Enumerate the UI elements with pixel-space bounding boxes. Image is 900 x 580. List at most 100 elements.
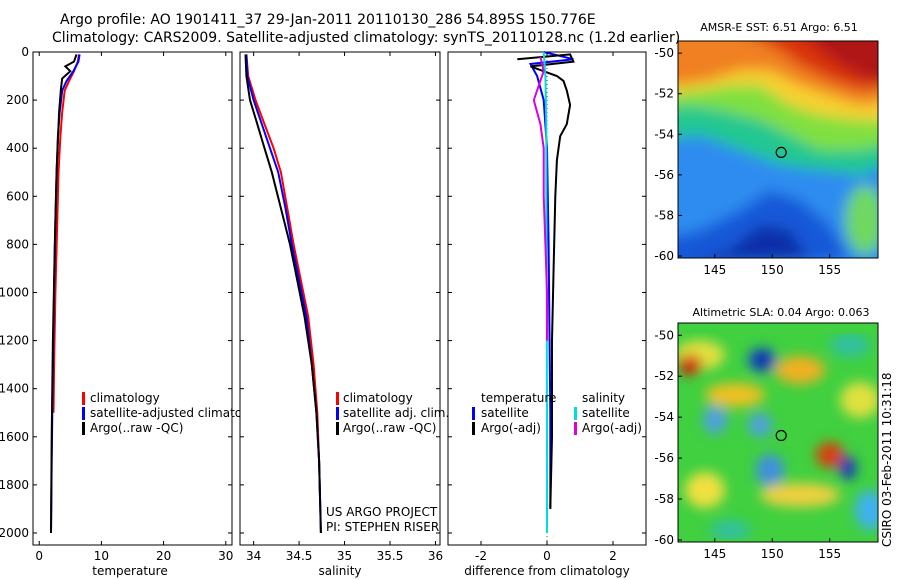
lat-tick-label: -56 bbox=[654, 168, 674, 182]
csiro-timestamp: CSIRO 03-Feb-2011 10:31:18 bbox=[880, 372, 894, 547]
argo-position-marker bbox=[775, 146, 787, 158]
y-tick-label: 600 bbox=[6, 189, 29, 203]
difference-lines bbox=[517, 51, 575, 533]
legend-label-sal-argo: Argo(-adj) bbox=[582, 421, 642, 435]
lon-tick-label: 155 bbox=[818, 547, 841, 561]
sla-ticks: 145 150 155 -50 -52 -54 -56 -58 -60 bbox=[654, 328, 841, 561]
argo-position-marker bbox=[775, 429, 787, 442]
series-line-0-2 bbox=[50, 54, 78, 534]
legend-header-salinity: salinity bbox=[582, 391, 625, 405]
salinity-xlabel: salinity bbox=[318, 564, 361, 578]
legend-label-argo: Argo(..raw -QC) bbox=[90, 421, 183, 435]
legend-swatch-sal-argo bbox=[574, 422, 577, 435]
y-tick-label: 1200 bbox=[0, 334, 29, 348]
lon-tick-label: 145 bbox=[703, 547, 726, 561]
lat-tick-label: -54 bbox=[654, 127, 674, 141]
legend-swatch-temp-argo bbox=[472, 422, 475, 435]
salinity-legend: climatology satellite adj. clim. Argo(..… bbox=[336, 391, 449, 435]
legend-label-sal-satellite: satellite bbox=[582, 406, 630, 420]
x-tick-label: 34.5 bbox=[286, 549, 313, 563]
x-tick-label: 10 bbox=[94, 549, 109, 563]
salinity-panel: 34 34.5 35 35.5 36 salinity climatology sate… bbox=[239, 51, 449, 578]
lat-tick-label: -60 bbox=[654, 533, 674, 547]
sst-field bbox=[678, 41, 878, 258]
series-line-1-2 bbox=[244, 54, 322, 534]
sst-ticks: 145 150 155 -50 -52 -54 -56 -58 -60 bbox=[654, 46, 841, 277]
legend-swatch-satellite-adj bbox=[336, 407, 339, 420]
difference-legend: temperature salinity satellite Argo(-adj… bbox=[472, 391, 642, 435]
figure-title-line2: Climatology: CARS2009. Satellite-adjuste… bbox=[52, 30, 680, 46]
legend-header-temperature: temperature bbox=[481, 391, 556, 405]
x-tick-label: 35.5 bbox=[377, 549, 404, 563]
sla-map-panel: Altimetric SLA: 0.04 Argo: 0.063 bbox=[654, 306, 879, 561]
lon-tick-label: 155 bbox=[818, 263, 841, 277]
lat-tick-label: -50 bbox=[654, 328, 674, 342]
legend-swatch-argo bbox=[82, 422, 85, 435]
lat-tick-label: -50 bbox=[654, 46, 674, 60]
pi-annotation: PI: STEPHEN RISER bbox=[326, 520, 439, 534]
lat-tick-label: -54 bbox=[654, 410, 674, 424]
lat-tick-label: -58 bbox=[654, 208, 674, 222]
project-annotation: US ARGO PROJECT bbox=[326, 505, 438, 519]
x-tick-label: 30 bbox=[218, 549, 233, 563]
lat-tick-label: -52 bbox=[654, 369, 674, 383]
salinity-ticks: 34 34.5 35 35.5 36 bbox=[240, 51, 443, 563]
legend-swatch-temp-satellite bbox=[472, 407, 475, 420]
series-line-1-0 bbox=[245, 54, 321, 497]
y-tick-label: 0 bbox=[21, 45, 29, 59]
series-line-2-2 bbox=[542, 51, 548, 533]
difference-xlabel: difference from climatology bbox=[464, 564, 630, 578]
sla-axes-box bbox=[677, 322, 879, 543]
lon-tick-label: 150 bbox=[761, 547, 784, 561]
sst-map-panel: AMSR-E SST: 6.51 Argo: 6.51 145 150 155 -50… bbox=[654, 21, 879, 277]
sst-map-title: AMSR-E SST: 6.51 Argo: 6.51 bbox=[700, 21, 858, 34]
x-tick-label: -2 bbox=[475, 549, 487, 563]
y-tick-label: 1600 bbox=[0, 430, 29, 444]
x-tick-label: 20 bbox=[156, 549, 171, 563]
y-tick-label: 400 bbox=[6, 141, 29, 155]
x-tick-label: 2 bbox=[609, 549, 617, 563]
x-tick-label: 0 bbox=[35, 549, 43, 563]
lat-tick-label: -56 bbox=[654, 451, 674, 465]
legend-label-satellite-adj: satellite adj. clim. bbox=[343, 406, 449, 420]
temperature-xlabel: temperature bbox=[92, 564, 167, 578]
x-tick-label: 0 bbox=[543, 549, 551, 563]
temperature-panel: 0 10 20 30 0 200 400 600 800 1000 1200 1400 1600 1800… bbox=[0, 45, 268, 578]
temperature-legend: climatology satellite-adjusted climatolo… bbox=[82, 391, 268, 435]
legend-label-temp-argo: Argo(-adj) bbox=[481, 421, 541, 435]
legend-label-temp-satellite: satellite bbox=[481, 406, 529, 420]
x-tick-label: 36 bbox=[428, 549, 443, 563]
lon-tick-label: 145 bbox=[703, 263, 726, 277]
y-tick-label: 2000 bbox=[0, 526, 29, 540]
figure-title-line1: Argo profile: AO 1901411_37 29-Jan-2011 … bbox=[60, 12, 596, 28]
series-line-2-3 bbox=[532, 56, 548, 341]
x-tick-label: 34 bbox=[246, 549, 261, 563]
legend-label-climatology: climatology bbox=[90, 391, 160, 405]
lat-tick-label: -60 bbox=[654, 249, 674, 263]
temperature-axes-box bbox=[32, 51, 233, 546]
lat-tick-label: -52 bbox=[654, 87, 674, 101]
legend-swatch-climatology bbox=[82, 392, 85, 405]
x-tick-label: 35 bbox=[337, 549, 352, 563]
difference-panel: -2 0 2 difference from climatology tempera… bbox=[447, 51, 647, 578]
lon-tick-label: 150 bbox=[761, 263, 784, 277]
sla-map-title: Altimetric SLA: 0.04 Argo: 0.063 bbox=[692, 306, 869, 319]
legend-swatch-satellite-adjusted bbox=[82, 407, 85, 420]
legend-swatch-climatology bbox=[336, 392, 339, 405]
difference-ticks: -2 0 2 bbox=[448, 51, 646, 563]
legend-label-argo: Argo(..raw -QC) bbox=[343, 421, 436, 435]
salinity-lines bbox=[244, 54, 322, 534]
y-tick-label: 1400 bbox=[0, 382, 29, 396]
salinity-axes-box bbox=[239, 51, 441, 546]
sla-field bbox=[678, 323, 878, 542]
temperature-ticks: 0 10 20 30 0 200 400 600 800 1000 1200 1400 1600 1800… bbox=[0, 45, 233, 563]
y-tick-label: 1000 bbox=[0, 285, 29, 299]
series-line-2-1 bbox=[517, 53, 575, 509]
series-line-2-0 bbox=[528, 51, 574, 509]
legend-label-satellite-adjusted: satellite-adjusted climatology bbox=[90, 406, 268, 420]
legend-label-climatology: climatology bbox=[343, 391, 413, 405]
y-tick-label: 800 bbox=[6, 237, 29, 251]
temperature-lines bbox=[50, 54, 81, 534]
lat-tick-label: -58 bbox=[654, 492, 674, 506]
